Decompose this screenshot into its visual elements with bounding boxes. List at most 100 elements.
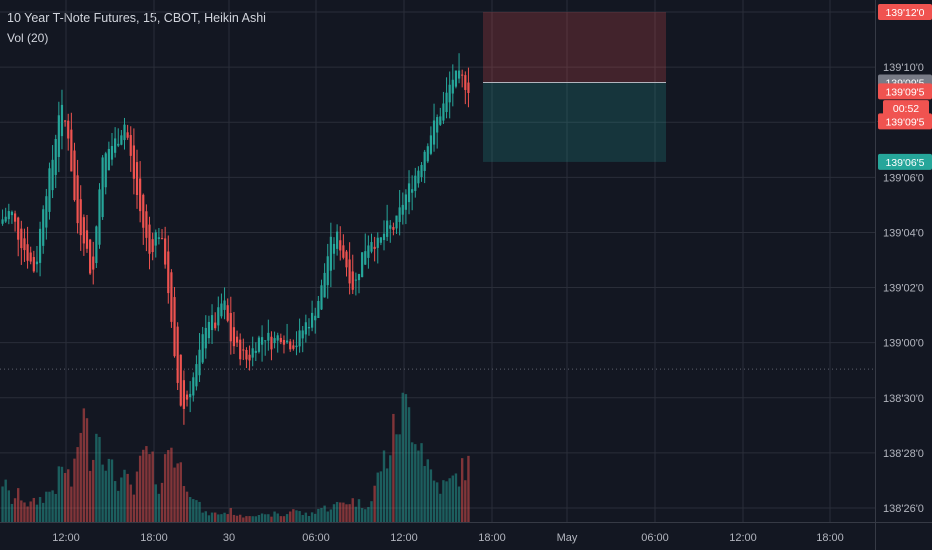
- volume-bar: [229, 508, 233, 522]
- volume-bar: [404, 394, 408, 522]
- price-tag-box: [878, 153, 932, 170]
- volume-bar: [38, 497, 42, 522]
- chart-legend: 10 Year T-Note Futures, 15, CBOT, Heikin…: [7, 8, 266, 48]
- candle-body: [123, 124, 126, 141]
- candle-body: [332, 243, 336, 254]
- candle-body: [70, 129, 73, 172]
- candle-body: [289, 341, 292, 350]
- volume-bar: [45, 491, 48, 522]
- candle-body: [232, 327, 236, 347]
- volume-indicator-label[interactable]: Vol (20): [7, 31, 49, 45]
- volume-bar: [329, 509, 333, 522]
- volume-bar: [445, 481, 448, 522]
- candle-body: [320, 285, 323, 310]
- candle-body: [4, 216, 7, 222]
- volume-bar: [235, 515, 239, 522]
- volume-bar: [13, 498, 17, 522]
- candle-body: [160, 238, 164, 240]
- volume-bar: [85, 418, 89, 522]
- volume-bar: [82, 408, 86, 522]
- volume-bar: [126, 473, 129, 522]
- volume-bar: [195, 500, 198, 522]
- volume-bar: [220, 514, 223, 522]
- time-tick-label: 18:00: [140, 532, 168, 544]
- volume-bar: [320, 508, 323, 522]
- volume-bar: [370, 501, 373, 522]
- candle-body: [285, 340, 289, 343]
- volume-bar: [367, 507, 370, 522]
- time-tick-label: 18:00: [478, 532, 506, 544]
- volume-bar: [401, 392, 404, 522]
- candle-body: [336, 231, 339, 249]
- candlesticks: [1, 53, 470, 425]
- candle-body: [395, 215, 398, 229]
- volume-bar: [54, 493, 57, 522]
- candle-body: [92, 256, 95, 270]
- time-tick-label: 12:00: [52, 532, 80, 544]
- volume-bar: [107, 458, 111, 522]
- volume-bar: [223, 512, 226, 522]
- candle-body: [204, 327, 207, 349]
- volume-bar: [307, 515, 311, 522]
- volume-bar: [142, 449, 145, 522]
- volume-bar: [132, 494, 136, 522]
- candle-body: [361, 252, 364, 278]
- volume-bar: [4, 479, 7, 522]
- volume-bar: [157, 493, 161, 522]
- volume-bar: [457, 486, 461, 522]
- candle-body: [276, 335, 279, 341]
- volume-bar: [429, 469, 433, 522]
- candle-body: [348, 259, 351, 284]
- volume-bar: [360, 508, 364, 522]
- candle-body: [314, 315, 317, 321]
- candle-body: [342, 245, 345, 258]
- candle-body: [164, 238, 167, 265]
- volume-bar: [232, 514, 236, 522]
- volume-bar: [185, 491, 189, 522]
- volume-bar: [138, 455, 142, 522]
- volume-bar: [67, 469, 70, 522]
- candle-body: [79, 199, 82, 236]
- candle-body: [20, 228, 23, 249]
- volume-bar: [73, 458, 76, 522]
- volume-bar: [439, 493, 442, 522]
- volume-bar: [270, 516, 273, 522]
- short-position-tool[interactable]: [483, 12, 666, 162]
- candle-body: [307, 326, 311, 329]
- volume-bar: [373, 485, 376, 522]
- candle-body: [217, 307, 220, 326]
- candle-body: [195, 364, 198, 387]
- candle-body: [251, 348, 254, 358]
- candle-body: [367, 245, 370, 258]
- candle-body: [98, 189, 101, 245]
- volume-bar: [464, 480, 467, 522]
- volume-bar: [426, 459, 429, 522]
- price-tag-label: 139'09'5: [885, 86, 924, 98]
- candle-body: [242, 349, 245, 351]
- volume-bar: [310, 512, 314, 522]
- candle-body: [132, 145, 135, 179]
- candle-body: [89, 239, 92, 274]
- time-axis[interactable]: 12:00 18:00 30 06:00 12:00 18:00 May 06:00 12:00…: [52, 532, 844, 544]
- candle-body: [214, 322, 217, 329]
- price-tick-label: 139'10'0: [883, 62, 924, 74]
- volume-bar: [389, 455, 392, 522]
- candle-body: [51, 159, 54, 191]
- candle-body: [329, 236, 332, 271]
- candle-body: [467, 82, 470, 93]
- price-tag-box: [878, 83, 932, 100]
- candle-body: [114, 138, 117, 153]
- price-tick-label: 138'28'0: [883, 448, 924, 460]
- candle-body: [414, 175, 417, 191]
- candle-body: [60, 104, 64, 137]
- chart-title[interactable]: 10 Year T-Note Futures, 15, CBOT, Heikin…: [7, 11, 266, 25]
- candle-body: [173, 297, 176, 357]
- candle-body: [457, 70, 461, 79]
- volume-bar: [364, 509, 367, 522]
- candle-body: [448, 84, 451, 103]
- price-tick-label: 139'02'0: [883, 283, 924, 295]
- volume-bar: [395, 434, 398, 522]
- volume-bar: [282, 516, 286, 522]
- volume-bar: [304, 512, 308, 522]
